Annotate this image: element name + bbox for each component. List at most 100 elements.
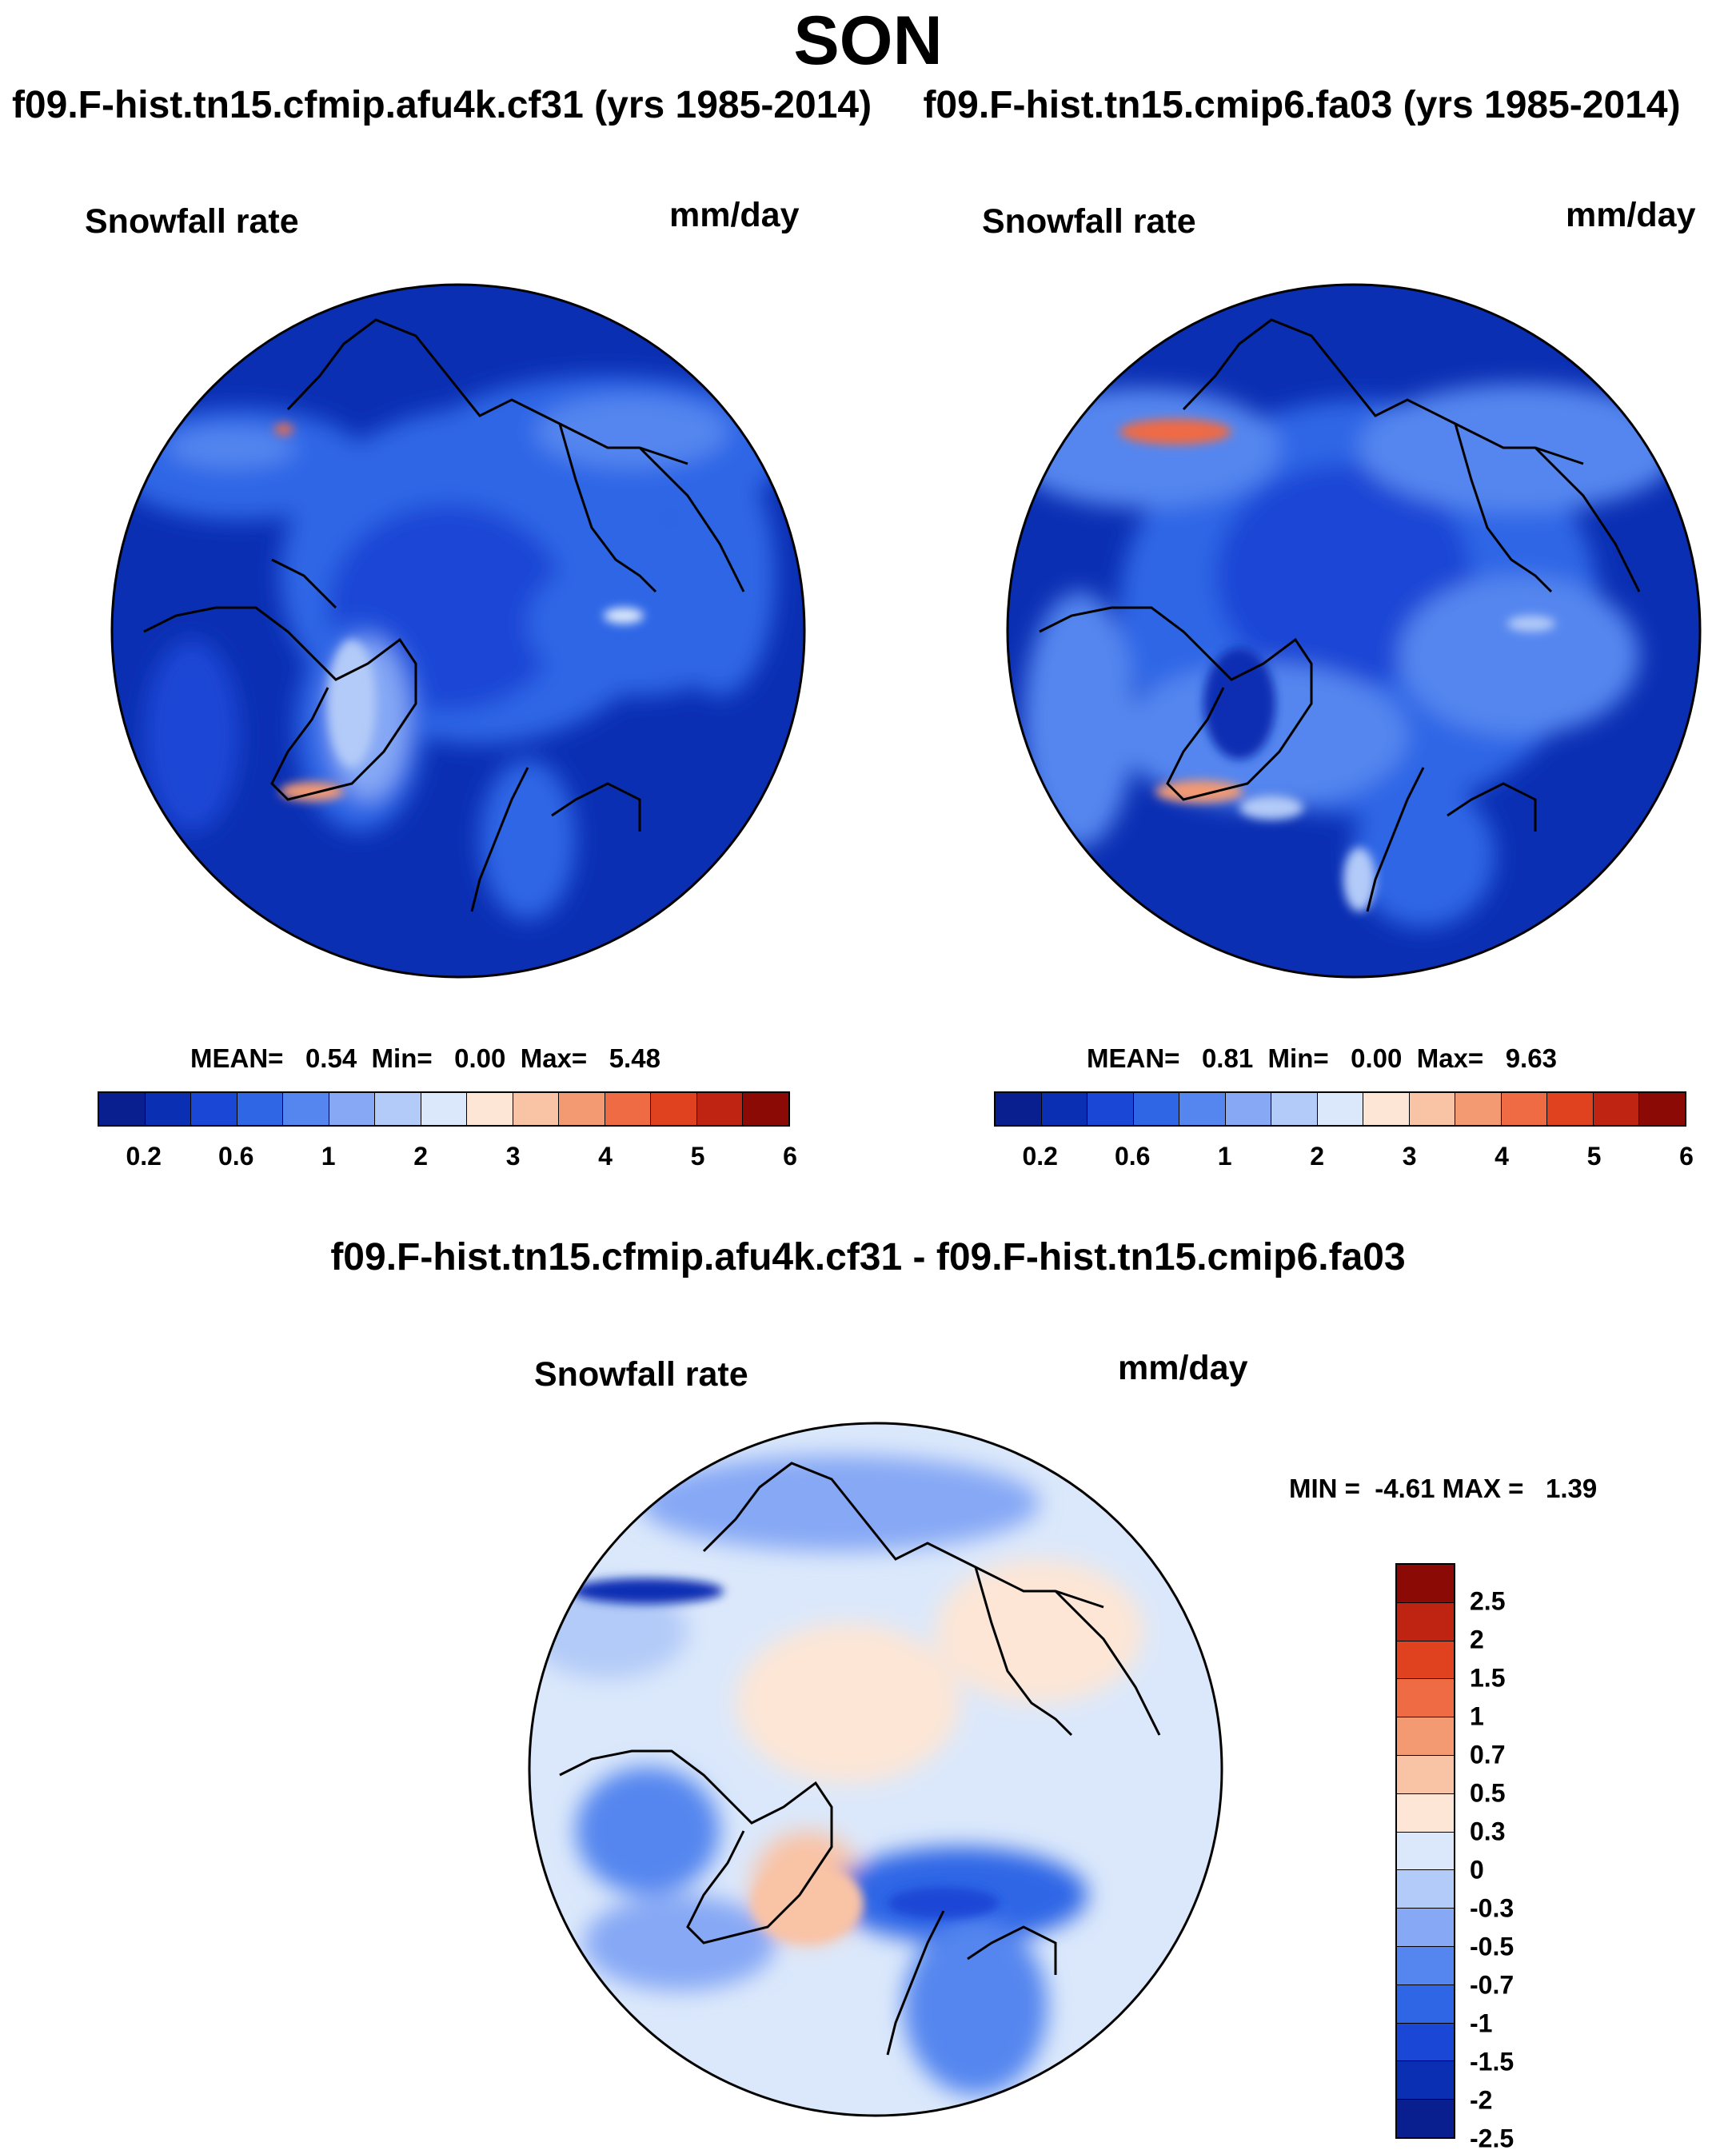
- colorbar-tick-label: 0.6: [1114, 1142, 1151, 1171]
- colorbar-segment: [996, 1093, 1042, 1125]
- colorbar-segment: [1041, 1093, 1088, 1125]
- colorbar-tick-label: 0.2: [1022, 1142, 1058, 1171]
- colorbar-tick-label: 0.3: [1470, 1817, 1506, 1846]
- diff-colorbar: [1395, 1563, 1455, 2139]
- panel-2-variable: Snowfall rate: [982, 202, 1196, 241]
- colorbar-segment: [283, 1093, 329, 1125]
- min-label: Min=: [1267, 1043, 1329, 1073]
- colorbar-segment: [467, 1093, 513, 1125]
- panel-2-colorbar: [994, 1091, 1686, 1127]
- panel-1-stats: MEAN= 0.54 Min= 0.00 Max= 5.48: [190, 1043, 660, 1074]
- panel-1-units: mm/day: [669, 196, 800, 234]
- mean-value: 0.81: [1201, 1043, 1254, 1073]
- colorbar-tick-label: 1: [1217, 1142, 1232, 1171]
- colorbar-segment: [1397, 1870, 1454, 1909]
- colorbar-tick-label: -1: [1470, 2008, 1493, 2038]
- colorbar-segment: [1455, 1093, 1502, 1125]
- min-label: Min=: [371, 1043, 433, 1073]
- panel-2-stats: MEAN= 0.81 Min= 0.00 Max= 9.63: [1087, 1043, 1557, 1074]
- colorbar-tick-label: 3: [505, 1142, 521, 1171]
- diff-polar-map: [528, 1422, 1223, 2117]
- colorbar-tick-label: -0.3: [1470, 1893, 1515, 1923]
- colorbar-tick-label: 0.5: [1470, 1778, 1506, 1808]
- colorbar-segment: [1397, 2023, 1454, 2062]
- colorbar-tick-label: 2: [1310, 1142, 1325, 1171]
- colorbar-tick-label: 0.2: [126, 1142, 162, 1171]
- max-label: MAX =: [1442, 1474, 1524, 1503]
- colorbar-segment: [513, 1093, 560, 1125]
- max-label: Max=: [1416, 1043, 1484, 1073]
- colorbar-tick-label: 4: [598, 1142, 613, 1171]
- colorbar-tick-label: 4: [1495, 1142, 1509, 1171]
- colorbar-segment: [1133, 1093, 1180, 1125]
- colorbar-tick-label: 5: [1586, 1142, 1602, 1171]
- max-value: 9.63: [1505, 1043, 1557, 1073]
- colorbar-segment: [1397, 1755, 1454, 1794]
- min-value: -4.61: [1375, 1474, 1435, 1503]
- colorbar-tick-label: 2.5: [1470, 1586, 1506, 1616]
- colorbar-segment: [1397, 1946, 1454, 1985]
- colorbar-tick-label: 6: [783, 1142, 797, 1171]
- colorbar-segment: [1397, 1717, 1454, 1756]
- colorbar-tick-label: -2.5: [1470, 2124, 1515, 2153]
- colorbar-tick-label: 0.7: [1470, 1740, 1506, 1769]
- colorbar-segment: [1087, 1093, 1134, 1125]
- panel-2-polar-map: [1006, 283, 1702, 979]
- colorbar-segment: [1397, 2061, 1454, 2100]
- colorbar-segment: [651, 1093, 697, 1125]
- diff-units: mm/day: [1118, 1349, 1248, 1387]
- colorbar-segment: [1397, 1909, 1454, 1947]
- panel-1-polar-map: [110, 283, 806, 979]
- colorbar-tick-label: 1.5: [1470, 1663, 1506, 1693]
- colorbar-segment: [237, 1093, 284, 1125]
- min-value: 0.00: [1351, 1043, 1403, 1073]
- min-label: MIN =: [1289, 1474, 1360, 1503]
- colorbar-segment: [1397, 1565, 1454, 1603]
- colorbar-segment: [1397, 1679, 1454, 1718]
- colorbar-segment: [1317, 1093, 1364, 1125]
- colorbar-tick-label: 2: [1470, 1625, 1484, 1654]
- colorbar-segment: [1501, 1093, 1548, 1125]
- max-label: Max=: [520, 1043, 588, 1073]
- colorbar-segment: [1397, 1602, 1454, 1641]
- colorbar-segment: [1409, 1093, 1456, 1125]
- colorbar-segment: [1547, 1093, 1594, 1125]
- colorbar-segment: [696, 1093, 744, 1125]
- colorbar-segment: [1639, 1093, 1685, 1125]
- colorbar-segment: [1397, 1832, 1454, 1871]
- colorbar-segment: [1271, 1093, 1318, 1125]
- min-value: 0.00: [454, 1043, 506, 1073]
- panel-1-variable: Snowfall rate: [85, 202, 299, 241]
- panel-2-units: mm/day: [1566, 196, 1696, 234]
- colorbar-segment: [329, 1093, 376, 1125]
- colorbar-segment: [1397, 1984, 1454, 2024]
- colorbar-segment: [1363, 1093, 1410, 1125]
- colorbar-segment: [375, 1093, 421, 1125]
- colorbar-segment: [1225, 1093, 1272, 1125]
- colorbar-tick-label: 1: [1470, 1701, 1484, 1731]
- colorbar-tick-label: 0: [1470, 1855, 1484, 1885]
- colorbar-tick-label: 5: [690, 1142, 705, 1171]
- colorbar-segment: [145, 1093, 192, 1125]
- colorbar-tick-label: 2: [413, 1142, 429, 1171]
- diff-variable: Snowfall rate: [534, 1355, 748, 1394]
- colorbar-segment: [191, 1093, 237, 1125]
- diff-minmax: MIN = -4.61 MAX = 1.39: [1289, 1474, 1597, 1504]
- colorbar-segment: [605, 1093, 652, 1125]
- colorbar-tick-label: 3: [1402, 1142, 1417, 1171]
- mean-value: 0.54: [305, 1043, 357, 1073]
- figure-title: SON: [793, 2, 943, 79]
- panel-2-case-title: f09.F-hist.tn15.cmip6.fa03 (yrs 1985-201…: [923, 84, 1681, 126]
- mean-label: MEAN=: [190, 1043, 284, 1073]
- colorbar-tick-label: -0.5: [1470, 1932, 1515, 1961]
- mean-label: MEAN=: [1087, 1043, 1180, 1073]
- colorbar-tick-label: -0.7: [1470, 1970, 1515, 2000]
- colorbar-segment: [559, 1093, 605, 1125]
- colorbar-tick-label: -2: [1470, 2085, 1493, 2115]
- diff-case-title: f09.F-hist.tn15.cfmip.afu4k.cf31 - f09.F…: [330, 1236, 1406, 1278]
- colorbar-segment: [1397, 2100, 1454, 2137]
- colorbar-segment: [421, 1093, 468, 1125]
- colorbar-segment: [1397, 1793, 1454, 1833]
- colorbar-segment: [99, 1093, 146, 1125]
- colorbar-segment: [1397, 1641, 1454, 1680]
